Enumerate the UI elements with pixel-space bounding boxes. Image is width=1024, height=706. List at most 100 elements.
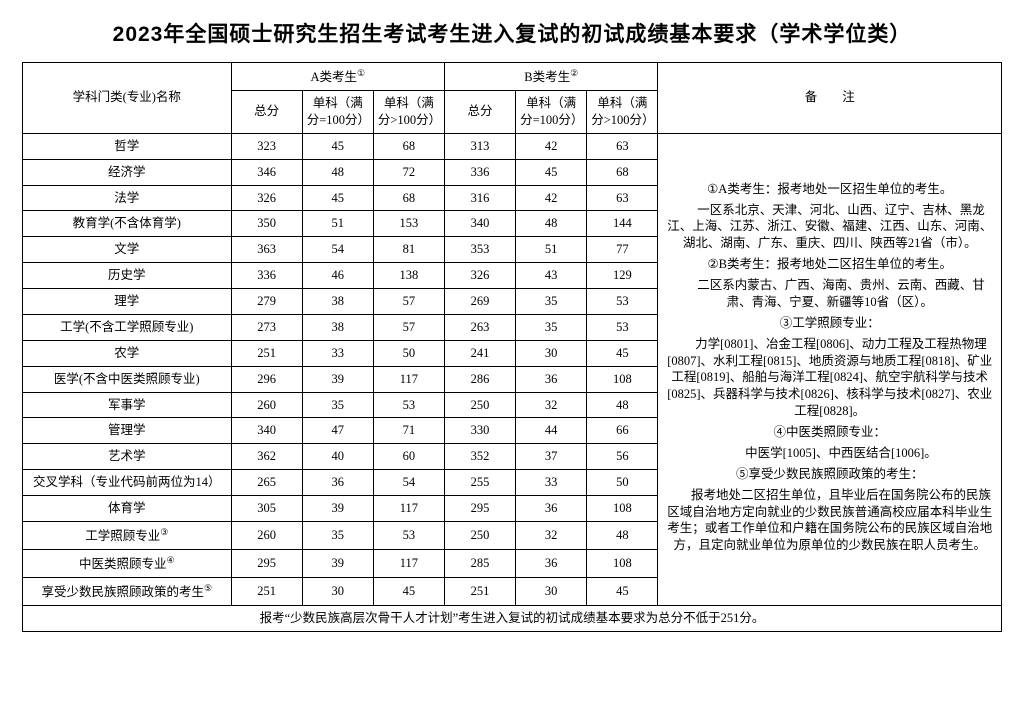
cell-value: 63 <box>587 185 658 211</box>
cell-value: 68 <box>373 133 444 159</box>
cell-value: 326 <box>444 263 515 289</box>
cell-category: 医学(不含中医类照顾专业) <box>23 366 232 392</box>
cell-value: 30 <box>516 577 587 605</box>
cell-value: 51 <box>302 211 373 237</box>
cell-value: 53 <box>373 521 444 549</box>
page-title: 2023年全国硕士研究生招生考试考生进入复试的初试成绩基本要求（学术学位类） <box>22 18 1002 48</box>
cell-value: 108 <box>587 549 658 577</box>
cell-value: 352 <box>444 444 515 470</box>
cell-value: 45 <box>587 340 658 366</box>
cell-category: 哲学 <box>23 133 232 159</box>
cell-value: 50 <box>587 470 658 496</box>
cell-value: 305 <box>231 496 302 522</box>
cell-value: 144 <box>587 211 658 237</box>
table-row: 哲学32345683134263①A类考生：报考地处一区招生单位的考生。一区系北… <box>23 133 1002 159</box>
cell-value: 39 <box>302 366 373 392</box>
cell-value: 42 <box>516 185 587 211</box>
cell-category: 交叉学科（专业代码前两位为14） <box>23 470 232 496</box>
cell-value: 60 <box>373 444 444 470</box>
cell-value: 71 <box>373 418 444 444</box>
cell-value: 57 <box>373 314 444 340</box>
cell-value: 295 <box>231 549 302 577</box>
cell-value: 263 <box>444 314 515 340</box>
cell-value: 251 <box>231 577 302 605</box>
cell-value: 53 <box>587 314 658 340</box>
cell-value: 56 <box>587 444 658 470</box>
cell-value: 43 <box>516 263 587 289</box>
cell-value: 35 <box>516 314 587 340</box>
cell-value: 269 <box>444 289 515 315</box>
cell-category: 艺术学 <box>23 444 232 470</box>
cell-value: 36 <box>516 366 587 392</box>
cell-value: 260 <box>231 521 302 549</box>
cell-value: 32 <box>516 392 587 418</box>
cell-category: 文学 <box>23 237 232 263</box>
cell-value: 48 <box>587 392 658 418</box>
cell-value: 35 <box>302 521 373 549</box>
cell-value: 153 <box>373 211 444 237</box>
cell-value: 273 <box>231 314 302 340</box>
score-table: 学科门类(专业)名称 A类考生① B类考生② 备 注 总分 单科（满分=100分… <box>22 62 1002 632</box>
cell-value: 54 <box>373 470 444 496</box>
cell-value: 81 <box>373 237 444 263</box>
th-a-total: 总分 <box>231 91 302 134</box>
cell-category: 经济学 <box>23 159 232 185</box>
cell-value: 138 <box>373 263 444 289</box>
cell-value: 38 <box>302 314 373 340</box>
cell-value: 346 <box>231 159 302 185</box>
cell-value: 35 <box>302 392 373 418</box>
cell-value: 323 <box>231 133 302 159</box>
cell-value: 260 <box>231 392 302 418</box>
cell-value: 285 <box>444 549 515 577</box>
cell-value: 108 <box>587 366 658 392</box>
cell-value: 45 <box>302 133 373 159</box>
cell-value: 72 <box>373 159 444 185</box>
cell-value: 250 <box>444 392 515 418</box>
cell-value: 326 <box>231 185 302 211</box>
cell-value: 46 <box>302 263 373 289</box>
cell-value: 36 <box>302 470 373 496</box>
cell-value: 77 <box>587 237 658 263</box>
cell-value: 108 <box>587 496 658 522</box>
cell-category: 教育学(不含体育学) <box>23 211 232 237</box>
cell-value: 48 <box>516 211 587 237</box>
sup-2: ② <box>570 68 578 78</box>
cell-value: 32 <box>516 521 587 549</box>
cell-value: 33 <box>516 470 587 496</box>
cell-value: 54 <box>302 237 373 263</box>
cell-value: 51 <box>516 237 587 263</box>
cell-value: 68 <box>373 185 444 211</box>
th-b-100: 单科（满分=100分） <box>516 91 587 134</box>
cell-value: 37 <box>516 444 587 470</box>
cell-category: 享受少数民族照顾政策的考生⑤ <box>23 577 232 605</box>
cell-value: 48 <box>302 159 373 185</box>
cell-value: 117 <box>373 366 444 392</box>
cell-value: 45 <box>516 159 587 185</box>
cell-value: 30 <box>302 577 373 605</box>
th-category: 学科门类(专业)名称 <box>23 63 232 134</box>
cell-value: 296 <box>231 366 302 392</box>
cell-value: 39 <box>302 549 373 577</box>
cell-value: 241 <box>444 340 515 366</box>
cell-value: 362 <box>231 444 302 470</box>
cell-value: 40 <box>302 444 373 470</box>
cell-value: 316 <box>444 185 515 211</box>
cell-value: 45 <box>302 185 373 211</box>
cell-value: 35 <box>516 289 587 315</box>
cell-value: 53 <box>587 289 658 315</box>
cell-value: 255 <box>444 470 515 496</box>
cell-value: 265 <box>231 470 302 496</box>
cell-value: 68 <box>587 159 658 185</box>
cell-value: 286 <box>444 366 515 392</box>
th-group-b: B类考生② <box>444 63 657 91</box>
cell-value: 117 <box>373 549 444 577</box>
footer-note: 报考“少数民族高层次骨干人才计划”考生进入复试的初试成绩基本要求为总分不低于25… <box>23 606 1002 632</box>
sup-1: ① <box>357 68 365 78</box>
cell-value: 336 <box>444 159 515 185</box>
cell-value: 48 <box>587 521 658 549</box>
cell-category: 工学照顾专业③ <box>23 521 232 549</box>
cell-value: 33 <box>302 340 373 366</box>
cell-value: 45 <box>373 577 444 605</box>
cell-value: 39 <box>302 496 373 522</box>
cell-value: 50 <box>373 340 444 366</box>
